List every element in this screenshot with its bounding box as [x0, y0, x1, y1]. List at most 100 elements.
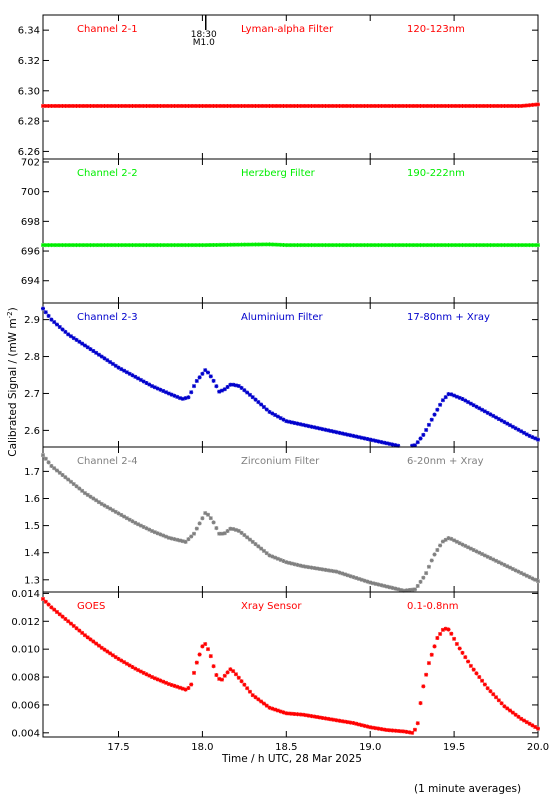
data-point [60, 614, 65, 619]
data-point [373, 243, 378, 248]
data-point [496, 560, 501, 565]
data-point [533, 243, 538, 248]
data-point [505, 243, 510, 248]
y-axis-title-close: ) [7, 307, 19, 311]
data-point [426, 243, 431, 248]
data-point [421, 684, 426, 689]
data-point [398, 587, 403, 592]
data-point [452, 538, 457, 543]
data-point [359, 243, 364, 248]
data-point [295, 421, 300, 426]
plot-frame [42, 591, 539, 738]
data-point [435, 407, 440, 412]
data-point [169, 392, 174, 397]
data-point [225, 385, 230, 389]
data-point [326, 716, 331, 721]
data-point [166, 682, 171, 687]
data-point [488, 689, 493, 694]
data-point [236, 242, 241, 247]
data-point [482, 409, 487, 414]
data-point [287, 243, 292, 248]
data-point [449, 103, 454, 108]
data-point [412, 443, 417, 448]
data-point [270, 554, 275, 559]
data-point [116, 243, 121, 248]
data-point [407, 730, 412, 735]
data-point [379, 243, 384, 248]
data-point [301, 422, 306, 427]
data-point [175, 103, 180, 108]
data-point [175, 684, 180, 689]
data-point [116, 656, 121, 661]
data-point [122, 660, 127, 665]
data-point [429, 417, 434, 422]
data-point [49, 243, 54, 248]
data-point [373, 726, 378, 731]
data-point [155, 677, 160, 682]
data-point [155, 243, 160, 248]
data-point [312, 714, 317, 719]
data-point [91, 349, 96, 353]
data-point [225, 103, 230, 108]
data-point [354, 103, 359, 108]
data-point [301, 564, 306, 569]
data-point [446, 627, 451, 632]
data-point [261, 242, 266, 247]
data-point [189, 243, 194, 248]
data-point [178, 396, 183, 401]
data-point [136, 522, 141, 527]
data-point [113, 655, 118, 660]
data-point [94, 641, 99, 646]
data-point [281, 103, 286, 108]
data-point [365, 724, 370, 729]
data-point [337, 243, 342, 248]
data-point [533, 436, 538, 441]
data-point [303, 713, 308, 718]
data-point [474, 549, 479, 554]
data-point [401, 588, 406, 593]
data-point [449, 631, 454, 636]
data-point [281, 559, 286, 564]
data-point [203, 642, 208, 647]
data-point [452, 243, 457, 248]
data-point [68, 621, 73, 626]
data-point [488, 412, 493, 417]
data-point [264, 407, 269, 412]
data-point [404, 729, 409, 734]
y-axis-title: Calibrated Signal / (mW m-2) [6, 307, 19, 456]
data-point [438, 631, 443, 636]
data-point [281, 417, 286, 422]
data-point [284, 419, 289, 424]
y-tick-label: 702 [21, 157, 40, 168]
data-point [66, 243, 71, 248]
band-label: 17-80nm + Xray [407, 312, 490, 323]
data-point [275, 556, 280, 561]
data-point [340, 103, 345, 108]
data-point [219, 388, 224, 393]
data-point [82, 343, 87, 348]
data-point [510, 710, 515, 715]
data-point [519, 571, 524, 576]
data-point [452, 103, 457, 108]
data-point [508, 708, 513, 713]
data-point [264, 551, 269, 556]
plot-frame [42, 14, 539, 160]
data-point [80, 630, 85, 635]
data-point [250, 103, 255, 108]
data-point [343, 719, 348, 724]
data-point [460, 243, 465, 248]
data-point [110, 243, 115, 248]
data-point [396, 587, 401, 592]
data-point [88, 243, 93, 248]
data-point [197, 652, 202, 657]
data-point [494, 103, 499, 108]
y-tick-label: 1.5 [24, 521, 40, 532]
data-point [443, 103, 448, 108]
data-point [368, 580, 373, 585]
data-point [119, 103, 124, 108]
data-point [401, 103, 406, 108]
data-point [301, 712, 306, 717]
data-point [368, 243, 373, 248]
data-point [410, 587, 415, 592]
data-point [57, 243, 62, 248]
